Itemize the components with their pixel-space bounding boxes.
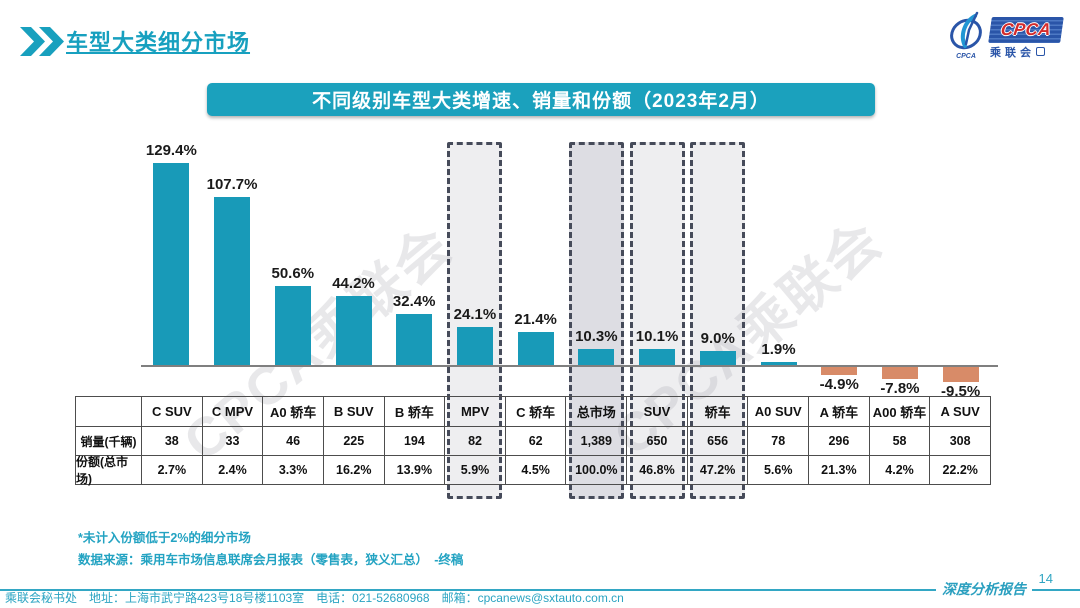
- table-cell: 100.0%: [566, 456, 628, 485]
- cpca-pen-icon: CPCA: [944, 10, 988, 67]
- cpca-logo: CPCA CPCA 乘联会: [944, 10, 1064, 67]
- table-cell: 650: [627, 427, 688, 456]
- table-cell: 225: [323, 427, 385, 456]
- table-cell: 308: [930, 427, 991, 456]
- bar-C MPV: [214, 196, 251, 365]
- footer-divider: [0, 589, 1080, 591]
- table-header-cell: 轿车: [687, 397, 749, 427]
- bar-value-label: -7.8%: [880, 380, 920, 398]
- highlight-box-SUV: [629, 142, 685, 499]
- table-header-cell: SUV: [627, 397, 688, 427]
- table-header-cell: C MPV: [202, 397, 264, 427]
- logo-seal-icon: [1036, 47, 1045, 56]
- bar-value-label: 10.3%: [575, 327, 618, 345]
- chart-title-banner: 不同级别车型大类增速、销量和份额（2023年2月）: [207, 83, 875, 116]
- bar-A00 轿车: [881, 367, 918, 380]
- table-header-cell: A SUV: [930, 397, 991, 427]
- table-cell: 82: [445, 427, 506, 456]
- table-header-cell: A00 轿车: [869, 397, 931, 427]
- table-cell: 78: [748, 427, 810, 456]
- bar-A0 SUV: [760, 362, 797, 365]
- bar-value-label: 24.1%: [453, 306, 497, 324]
- bar-value-label: -9.5%: [941, 382, 981, 400]
- bar-chart: 129.4% 107.7% 50.6% 44.2% 32.4% 24.1% 21.4% 10.…: [141, 140, 998, 400]
- table-cell: 1,389: [566, 427, 628, 456]
- bar-value-label: 32.4%: [392, 293, 436, 311]
- report-type-label: 深度分析报告: [936, 579, 1032, 599]
- table-cell: 47.2%: [687, 456, 749, 485]
- bar-value-label: 9.0%: [700, 329, 735, 347]
- table-cell: 62: [505, 427, 567, 456]
- bar-B 轿车: [396, 314, 433, 365]
- page-number: 14: [1038, 571, 1053, 586]
- table-cell: 46: [263, 427, 324, 456]
- table-cell: 2.4%: [202, 456, 264, 485]
- table-cell: 4.2%: [869, 456, 931, 485]
- bar-value-label: 10.1%: [635, 328, 679, 346]
- double-chevron-icon: [20, 27, 64, 61]
- table-header-cell: MPV: [445, 397, 506, 427]
- table-cell: 21.3%: [809, 456, 870, 485]
- highlight-box-轿车: [690, 142, 746, 499]
- page-title: 车型大类细分市场: [66, 30, 251, 55]
- footnote-2: 数据来源：乘用车市场信息联席会月报表（零售表，狭义汇总） -终稿: [78, 553, 464, 567]
- x-axis-line: [141, 365, 998, 367]
- highlight-box-总市场: [568, 142, 624, 499]
- table-cell: 656: [687, 427, 749, 456]
- table-header-cell: C SUV: [142, 397, 203, 427]
- table-cell: 194: [384, 427, 446, 456]
- logo-stripe-banner: CPCA: [988, 16, 1064, 43]
- bar-value-label: 1.9%: [761, 341, 796, 359]
- table-row-label: 份额(总市场): [76, 455, 142, 486]
- bar-value-label: -4.9%: [819, 375, 859, 393]
- bar-value-label: 44.2%: [332, 275, 375, 293]
- highlight-box-MPV: [447, 142, 503, 499]
- table-cell: 5.6%: [748, 456, 810, 485]
- table-header-cell: A0 轿车: [263, 397, 324, 427]
- bar-MPV: [456, 327, 493, 365]
- footer-contact: 乘联会秘书处 地址：上海市武宁路423号18号楼1103室 电话：021-526…: [5, 591, 624, 605]
- bar-value-label: 21.4%: [514, 310, 557, 328]
- logo-cn-text: 乘联会: [990, 44, 1062, 60]
- bar-总市场: [578, 348, 615, 365]
- table-header-cell: C 轿车: [505, 397, 567, 427]
- footnote-1: *未计入份额低于2%的细分市场: [78, 531, 251, 545]
- table-cell: 3.3%: [263, 456, 324, 485]
- table-cell: 38: [142, 427, 203, 456]
- table-header-cell: 总市场: [566, 397, 628, 427]
- table-header-cell: A 轿车: [809, 397, 870, 427]
- logo-brand-text: CPCA: [999, 19, 1053, 39]
- chart-title: 不同级别车型大类增速、销量和份额（2023年2月）: [312, 91, 770, 112]
- data-table: C SUV C MPV A0 轿车 B SUV B 轿车 MPV C 轿车 总市场 SUV 轿车 A…: [75, 396, 991, 486]
- bar-C 轿车: [517, 331, 554, 365]
- bar-C SUV: [153, 163, 190, 365]
- table-header-cell: B 轿车: [384, 397, 446, 427]
- svg-text:CPCA: CPCA: [956, 53, 976, 60]
- bar-SUV: [639, 349, 676, 365]
- bar-value-label: 107.7%: [206, 175, 258, 193]
- table-cell: 4.5%: [505, 456, 567, 485]
- bar-value-label: 129.4%: [145, 142, 197, 160]
- table-corner-cell: [76, 397, 142, 427]
- table-cell: 33: [202, 427, 264, 456]
- table-header-cell: B SUV: [323, 397, 385, 427]
- bar-轿车: [699, 350, 736, 365]
- table-cell: 5.9%: [445, 456, 506, 485]
- table-cell: 46.8%: [627, 456, 688, 485]
- table-header-cell: A0 SUV: [748, 397, 810, 427]
- bar-A SUV: [942, 367, 979, 382]
- table-row-label: 销量(千辆): [76, 427, 142, 456]
- table-cell: 16.2%: [323, 456, 385, 485]
- bar-B SUV: [335, 296, 372, 365]
- table-cell: 22.2%: [930, 456, 991, 485]
- table-cell: 2.7%: [142, 456, 203, 485]
- bar-A0 轿车: [274, 286, 311, 365]
- bar-value-label: 50.6%: [271, 265, 315, 283]
- table-cell: 296: [809, 427, 870, 456]
- table-cell: 13.9%: [384, 456, 446, 485]
- bar-A 轿车: [821, 367, 858, 375]
- table-cell: 58: [869, 427, 931, 456]
